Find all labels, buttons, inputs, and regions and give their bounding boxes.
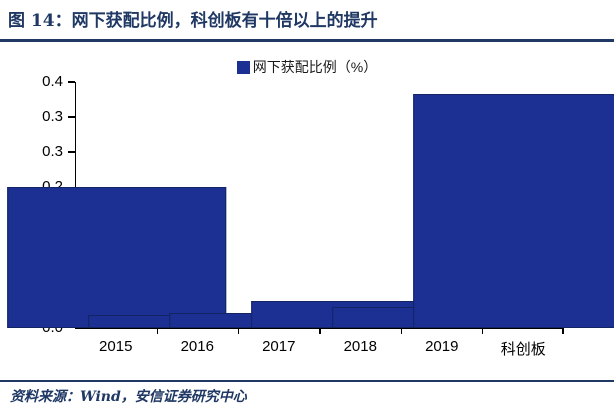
y-tick-label: 0.3 — [42, 108, 63, 126]
x-axis-tick — [319, 328, 321, 334]
legend-label: 网下获配比例（%） — [252, 59, 378, 75]
x-axis-tick — [481, 328, 484, 334]
footer-divider — [0, 380, 614, 382]
x-tick-label: 科创板 — [500, 341, 546, 358]
y-axis-tick — [68, 116, 75, 118]
x-tick-label: 2019 — [425, 338, 459, 355]
source-note: 资料来源：Wind，安信证券研究中心 — [10, 389, 247, 405]
x-axis-tick — [400, 328, 403, 334]
x-tick-label: 2016 — [180, 338, 214, 355]
bar-2015 — [6, 187, 227, 328]
y-axis-tick — [68, 186, 75, 189]
y-axis-tick — [68, 81, 75, 83]
x-axis-labels: 2015 2016 2017 2018 2019 科创板 — [75, 338, 564, 358]
figure-number-label: 图 14： — [8, 11, 72, 31]
y-axis-tick — [68, 151, 75, 154]
x-axis-tick — [237, 328, 240, 334]
x-axis-end-tick — [562, 328, 564, 334]
legend-swatch-icon — [236, 61, 250, 74]
x-tick-label: 2018 — [343, 338, 377, 355]
y-tick-label: 0.4 — [42, 73, 63, 90]
x-axis-tick — [156, 328, 159, 334]
title-divider — [0, 39, 614, 42]
x-tick-label: 2015 — [99, 338, 133, 355]
plot-area: 0.00.10.10.20.20.30.30.4 — [6, 74, 614, 336]
legend: 网下获配比例（%） — [0, 60, 614, 75]
y-tick-label: 0.3 — [42, 143, 63, 161]
figure-title: 图 14：网下获配比例，科创板有十倍以上的提升 — [8, 8, 606, 34]
bar-科创板 — [413, 93, 614, 328]
figure-title-text: 网下获配比例，科创板有十倍以上的提升 — [71, 11, 378, 31]
x-tick-label: 2017 — [262, 338, 296, 355]
